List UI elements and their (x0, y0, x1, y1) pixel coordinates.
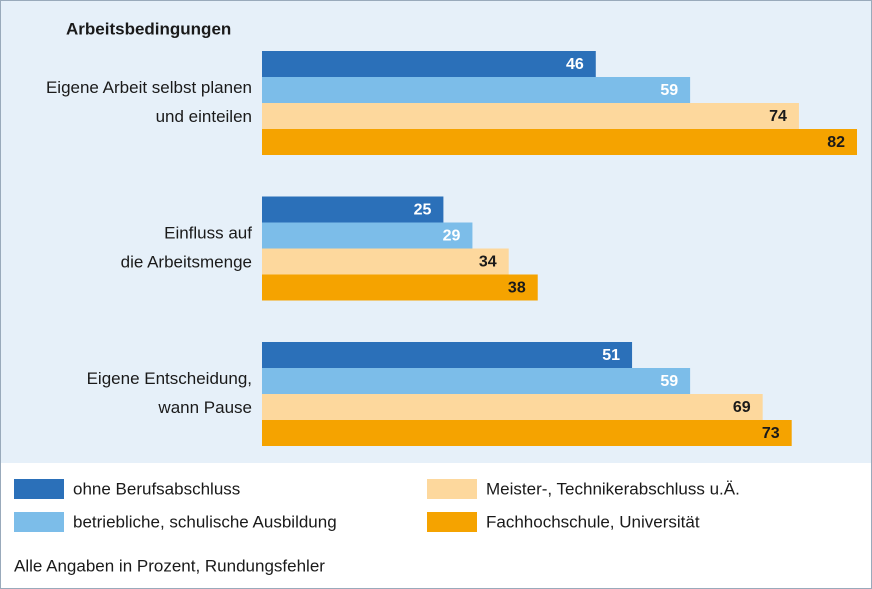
legend-label: Meister-, Technikerabschluss u.Ä. (486, 479, 740, 498)
value-label: 69 (733, 399, 751, 416)
value-label: 25 (414, 202, 432, 219)
bar (262, 77, 691, 103)
category-label: Eigene Entscheidung, (87, 369, 252, 388)
value-label: 73 (762, 425, 780, 442)
category-label: wann Pause (157, 398, 252, 417)
legend-swatch (427, 512, 477, 532)
category-label: Eigene Arbeit selbst planen (46, 78, 252, 97)
legend-label: betriebliche, schulische Ausbildung (73, 512, 337, 531)
legend-swatch (14, 512, 64, 532)
value-label: 38 (508, 280, 526, 297)
bar (262, 368, 691, 394)
category-label: die Arbeitsmenge (121, 252, 252, 271)
legend-label: Fachhochschule, Universität (486, 512, 700, 531)
bar (262, 103, 799, 129)
value-label: 46 (566, 56, 584, 73)
value-label: 29 (443, 228, 461, 245)
chart-title: Arbeitsbedingungen (66, 19, 231, 38)
bar (262, 51, 596, 77)
bar (262, 342, 633, 368)
value-label: 51 (602, 347, 620, 364)
bar (262, 274, 538, 301)
bar (262, 420, 792, 446)
bar (262, 248, 509, 275)
category-label: und einteilen (156, 107, 252, 126)
legend-label: ohne Berufsabschluss (73, 479, 240, 498)
value-label: 82 (827, 134, 845, 151)
value-label: 74 (769, 108, 787, 125)
value-label: 59 (660, 82, 678, 99)
value-label: 59 (660, 373, 678, 390)
legend-swatch (14, 479, 64, 499)
bar (262, 222, 473, 249)
bar (262, 196, 444, 223)
bar (262, 394, 763, 420)
category-label: Einfluss auf (164, 223, 252, 242)
legend-swatch (427, 479, 477, 499)
bar (262, 129, 857, 155)
value-label: 34 (479, 254, 497, 271)
footnote: Alle Angaben in Prozent, Rundungsfehler (14, 556, 325, 575)
